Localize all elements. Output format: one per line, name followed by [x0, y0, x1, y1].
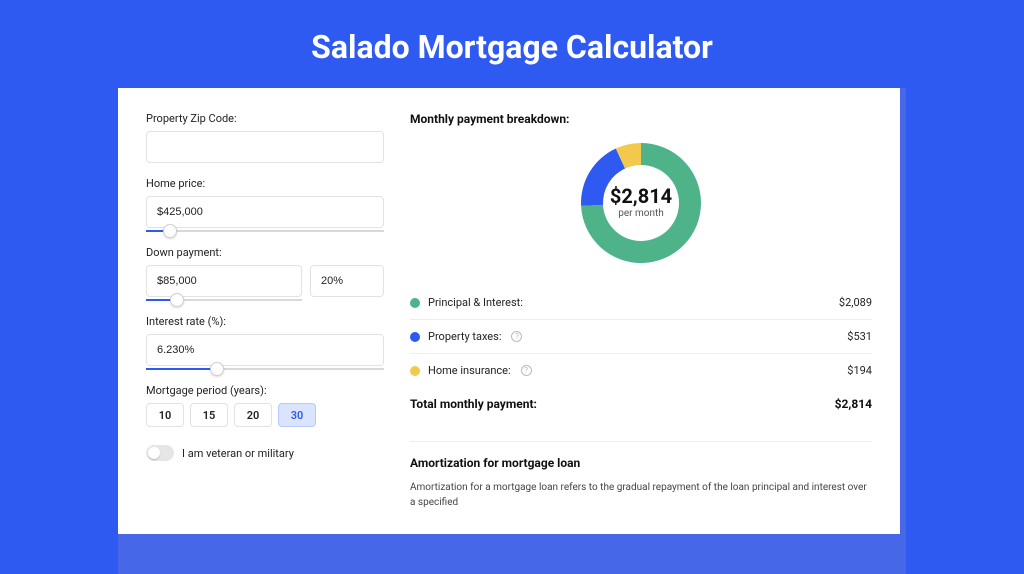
down-payment-pct-input[interactable]	[310, 265, 384, 297]
period-option-10[interactable]: 10	[146, 403, 184, 427]
legend-dot	[410, 366, 420, 376]
legend-dot	[410, 332, 420, 342]
period-options: 10152030	[146, 403, 384, 427]
legend-left: Home insurance:?	[410, 364, 532, 377]
legend-left: Principal & Interest:	[410, 296, 523, 309]
veteran-row: I am veteran or military	[146, 445, 384, 461]
donut-center-amount: $2,814	[610, 184, 672, 208]
interest-rate-slider-thumb[interactable]	[210, 362, 224, 376]
calculator-panel: Property Zip Code: Home price: Down paym…	[118, 88, 900, 534]
info-icon[interactable]: ?	[521, 365, 532, 376]
legend-label: Principal & Interest:	[428, 296, 523, 309]
period-label: Mortgage period (years):	[146, 384, 384, 397]
period-field: Mortgage period (years): 10152030	[146, 384, 384, 427]
interest-rate-field: Interest rate (%):	[146, 315, 384, 370]
amortization-title: Amortization for mortgage loan	[410, 441, 872, 470]
period-option-30[interactable]: 30	[278, 403, 316, 427]
legend-amount: $194	[847, 364, 872, 377]
donut-center-sub: per month	[618, 208, 664, 219]
period-option-20[interactable]: 20	[234, 403, 272, 427]
legend-row: Property taxes:? $531	[410, 320, 872, 354]
home-price-field: Home price:	[146, 177, 384, 232]
veteran-toggle-knob	[148, 447, 160, 459]
total-amount: $2,814	[835, 397, 872, 411]
interest-rate-input[interactable]	[146, 334, 384, 366]
interest-rate-slider-fill	[146, 368, 217, 370]
breakdown-title: Monthly payment breakdown:	[410, 112, 872, 126]
down-payment-slider[interactable]	[146, 299, 302, 301]
page-title: Salado Mortgage Calculator	[0, 0, 1024, 88]
interest-rate-label: Interest rate (%):	[146, 315, 384, 328]
down-payment-field: Down payment:	[146, 246, 384, 301]
zip-label: Property Zip Code:	[146, 112, 384, 125]
zip-input[interactable]	[146, 131, 384, 163]
zip-field: Property Zip Code:	[146, 112, 384, 163]
home-price-label: Home price:	[146, 177, 384, 190]
legend-row: Principal & Interest: $2,089	[410, 286, 872, 320]
home-price-slider[interactable]	[146, 230, 384, 232]
legend-dot	[410, 298, 420, 308]
legend-amount: $2,089	[839, 296, 872, 309]
total-label: Total monthly payment:	[410, 397, 537, 411]
legend-label: Property taxes:	[428, 330, 501, 343]
home-price-slider-thumb[interactable]	[163, 224, 177, 238]
total-row: Total monthly payment: $2,814	[410, 387, 872, 425]
legend-amount: $531	[847, 330, 872, 343]
donut-chart: $2,814 per month	[410, 138, 872, 268]
down-payment-label: Down payment:	[146, 246, 384, 259]
amortization-text: Amortization for a mortgage loan refers …	[410, 480, 872, 510]
info-icon[interactable]: ?	[511, 331, 522, 342]
veteran-label: I am veteran or military	[182, 447, 294, 460]
veteran-toggle[interactable]	[146, 445, 174, 461]
panel-shadow: Property Zip Code: Home price: Down paym…	[118, 88, 906, 574]
period-option-15[interactable]: 15	[190, 403, 228, 427]
down-payment-slider-thumb[interactable]	[170, 293, 184, 307]
breakdown-legend: Principal & Interest: $2,089 Property taxe…	[410, 286, 872, 387]
legend-left: Property taxes:?	[410, 330, 522, 343]
form-column: Property Zip Code: Home price: Down paym…	[146, 112, 384, 510]
breakdown-column: Monthly payment breakdown: $2,814 per mo…	[410, 112, 872, 510]
donut-svg: $2,814 per month	[576, 138, 706, 268]
home-price-input[interactable]	[146, 196, 384, 228]
interest-rate-slider[interactable]	[146, 368, 384, 370]
down-payment-amount-input[interactable]	[146, 265, 302, 297]
legend-label: Home insurance:	[428, 364, 511, 377]
legend-row: Home insurance:? $194	[410, 354, 872, 387]
